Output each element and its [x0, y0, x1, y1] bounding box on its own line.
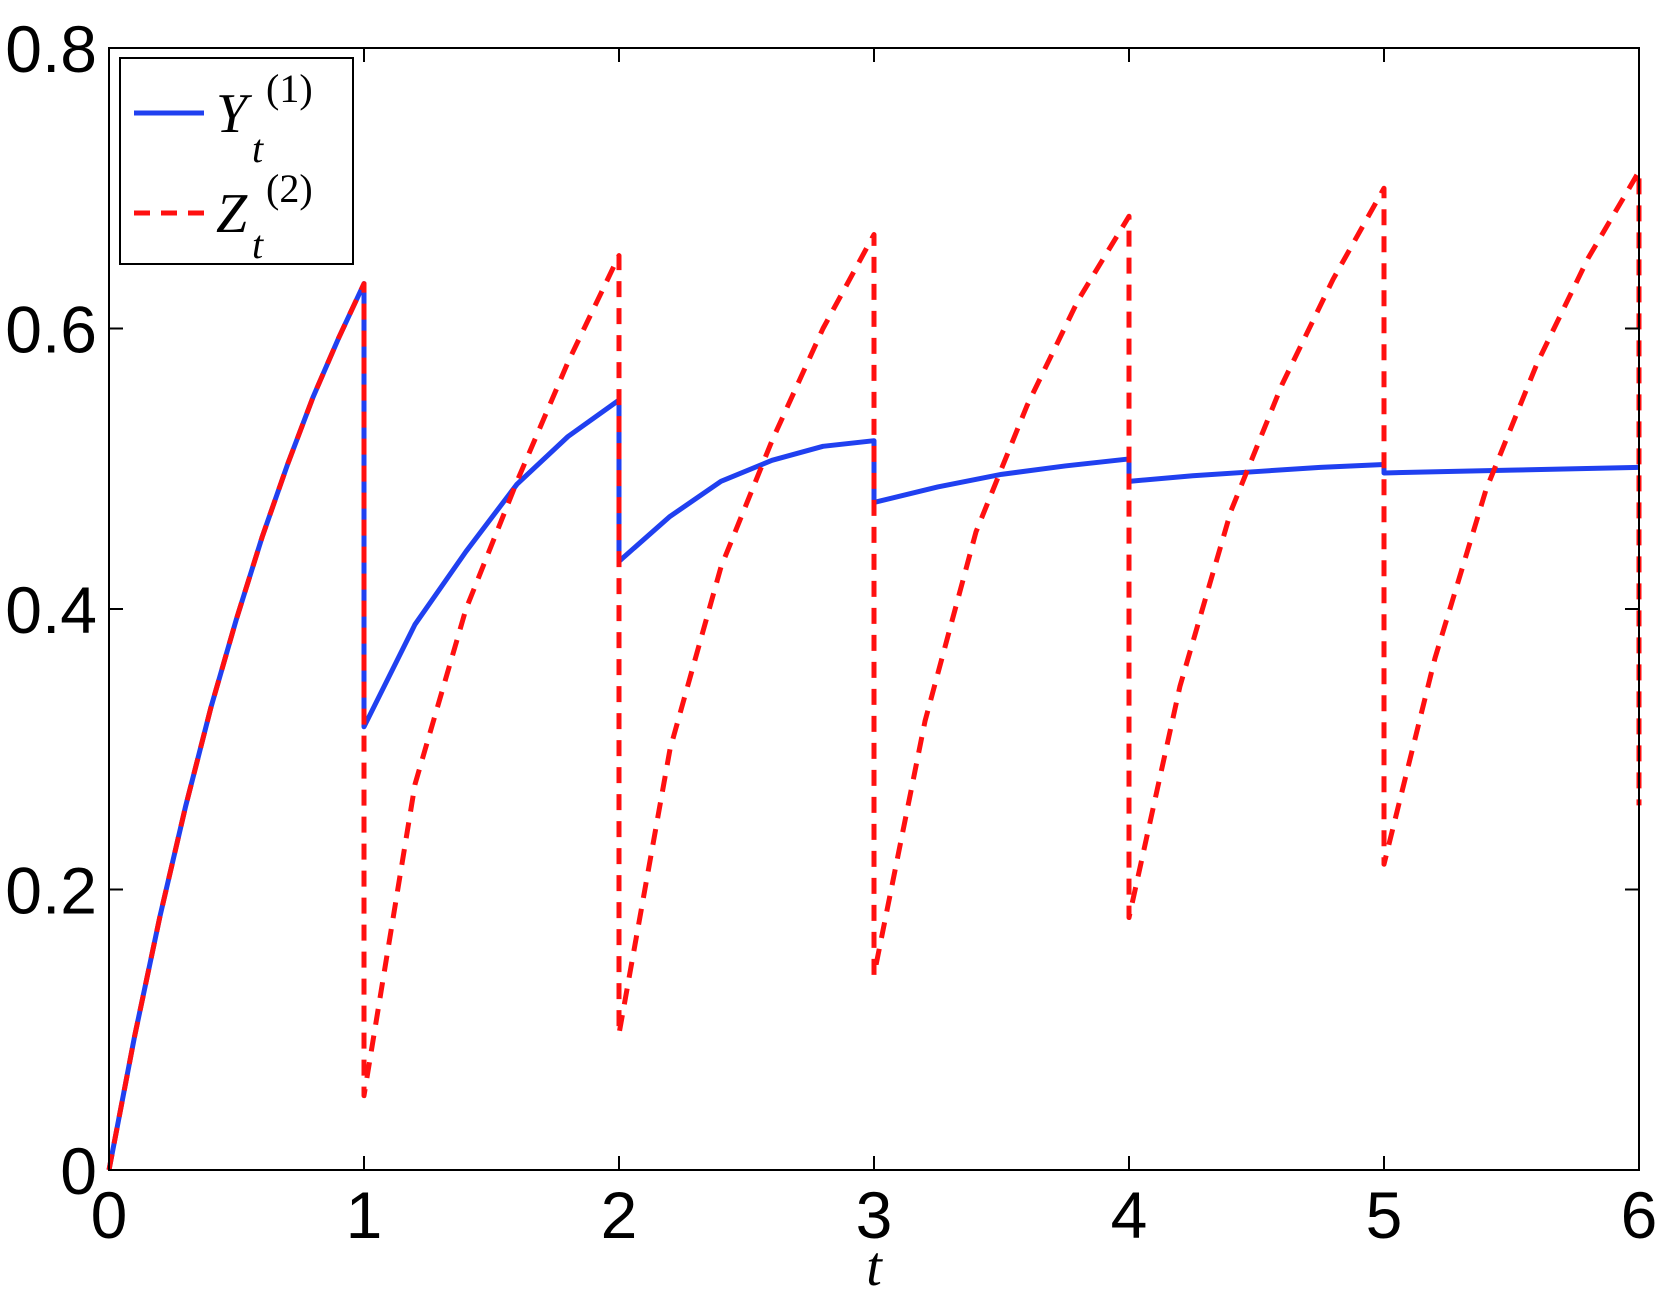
legend-label-y: Y	[216, 83, 253, 145]
legend: Y (1) t Z (2) t	[119, 57, 354, 267]
x-tick-label-0: 0	[91, 1178, 128, 1252]
series-line-0	[106, 281, 1640, 1171]
y-tick-label-3: 0.6	[5, 293, 97, 367]
x-axis-label: t	[866, 1236, 883, 1295]
y-tick-label-0: 0	[60, 1134, 97, 1208]
legend-sub-y: t	[252, 126, 264, 171]
x-tick-label-6: 6	[1621, 1178, 1658, 1252]
x-tick-label-2: 2	[601, 1178, 638, 1252]
legend-sup-y: (1)	[266, 66, 313, 111]
y-tick-label-1: 0.2	[5, 854, 97, 928]
ticks-layer: 0 1 2 3 4 5 6 0 0.2 0.4 0.6 0.8	[5, 12, 1657, 1252]
y-tick-label-4: 0.8	[5, 12, 97, 86]
series-line-1	[106, 168, 1642, 1171]
x-tick-label-3: 3	[856, 1178, 893, 1252]
legend-label-z: Z	[216, 183, 248, 245]
x-tick-label-4: 4	[1111, 1178, 1148, 1252]
series-layer	[106, 168, 1642, 1171]
legend-sup-z: (2)	[266, 166, 313, 211]
y-tick-label-2: 0.4	[5, 573, 97, 647]
legend-sub-z: t	[252, 222, 264, 267]
x-tick-label-1: 1	[346, 1178, 383, 1252]
x-tick-label-5: 5	[1366, 1178, 1403, 1252]
legend-box	[119, 57, 354, 265]
